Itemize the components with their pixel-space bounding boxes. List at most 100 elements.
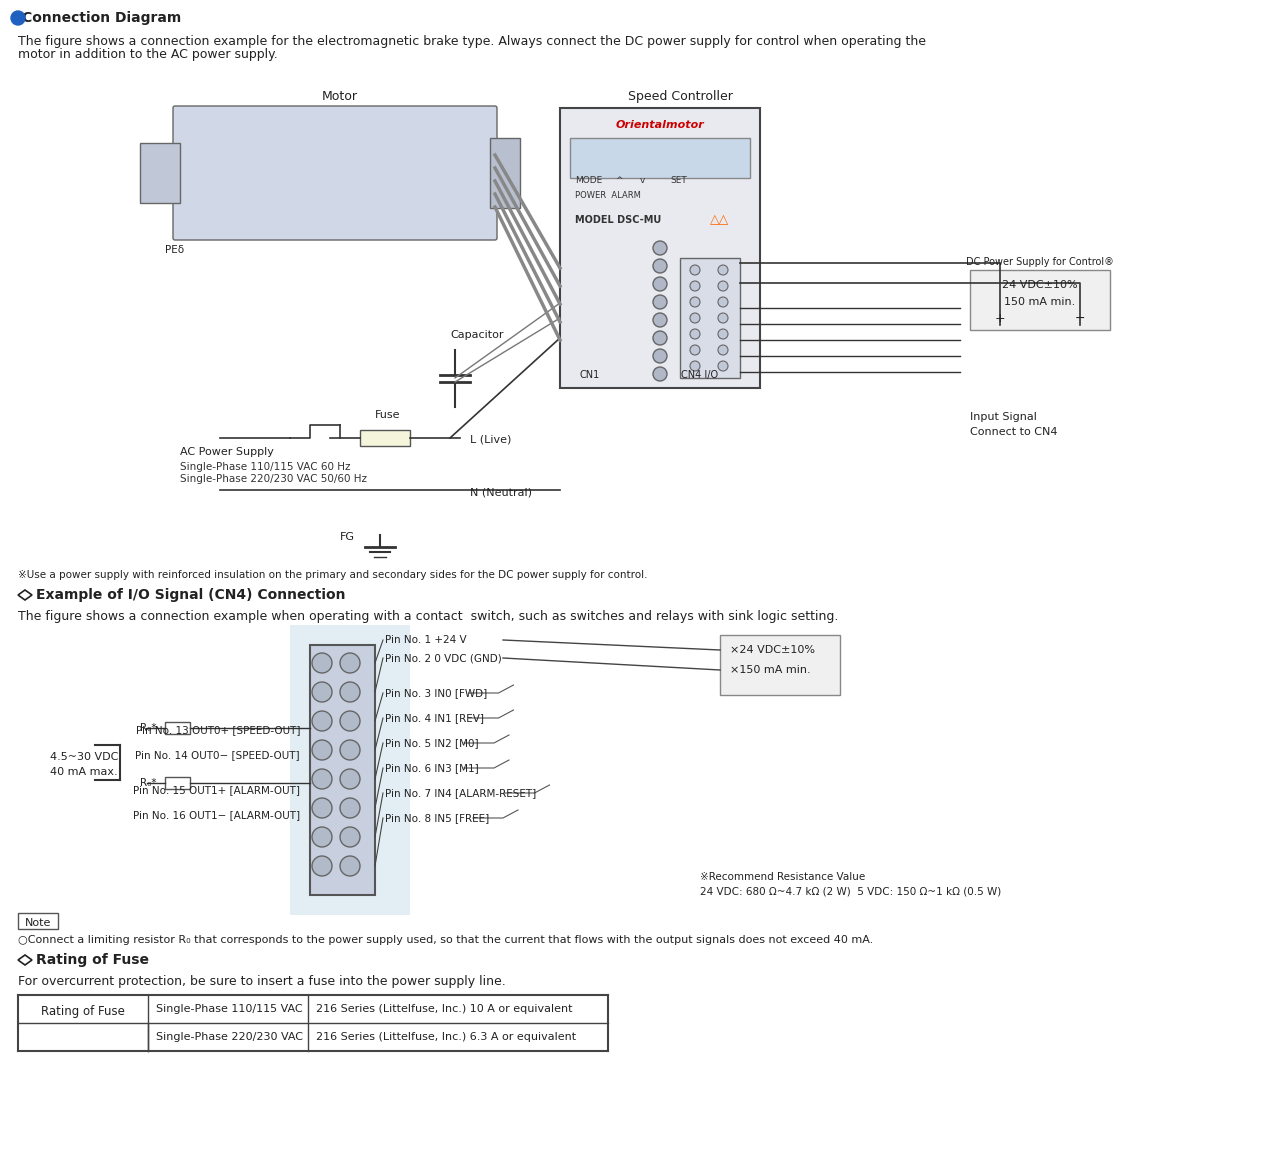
Text: 4.5~30 VDC: 4.5~30 VDC (50, 752, 118, 762)
Bar (140, 143, 180, 204)
Circle shape (340, 798, 360, 818)
Circle shape (340, 682, 360, 702)
Text: 24 VDC±10%: 24 VDC±10% (1002, 280, 1078, 290)
Text: PEδ: PEδ (165, 245, 184, 255)
Text: Orientalmotor: Orientalmotor (616, 120, 704, 130)
Text: Pin No. 13 OUT0+ [SPEED-OUT]: Pin No. 13 OUT0+ [SPEED-OUT] (136, 725, 300, 735)
Text: Pin No. 7 IN4 [ALARM-RESET]: Pin No. 7 IN4 [ALARM-RESET] (385, 789, 536, 798)
Text: motor in addition to the AC power supply.: motor in addition to the AC power supply… (18, 48, 278, 60)
Text: ○Connect a limiting resistor R₀ that corresponds to the power supply used, so th: ○Connect a limiting resistor R₀ that cor… (18, 935, 873, 946)
Circle shape (718, 297, 728, 307)
Text: Pin No. 3 IN0 [FWD]: Pin No. 3 IN0 [FWD] (385, 688, 488, 698)
Circle shape (718, 265, 728, 274)
Circle shape (653, 349, 667, 363)
Text: Pin No. 15 OUT1+ [ALARM-OUT]: Pin No. 15 OUT1+ [ALARM-OUT] (133, 785, 300, 795)
Bar (360, 430, 410, 445)
Text: Note: Note (24, 918, 51, 928)
Text: 24 VDC: 680 Ω~4.7 kΩ (2 W)  5 VDC: 150 Ω~1 kΩ (0.5 W): 24 VDC: 680 Ω~4.7 kΩ (2 W) 5 VDC: 150 Ω~… (700, 887, 1001, 897)
Text: Rating of Fuse: Rating of Fuse (41, 1005, 125, 1018)
Text: 150 mA min.: 150 mA min. (1005, 297, 1075, 307)
Bar (570, 138, 750, 178)
Text: Rating of Fuse: Rating of Fuse (36, 952, 148, 966)
Text: Single-Phase 220/230 VAC: Single-Phase 220/230 VAC (156, 1032, 303, 1042)
Circle shape (653, 259, 667, 273)
Text: The figure shows a connection example when operating with a contact  switch, suc: The figure shows a connection example wh… (18, 611, 838, 623)
Circle shape (312, 740, 332, 759)
Text: Capacitor: Capacitor (451, 330, 503, 340)
Text: N (Neutral): N (Neutral) (470, 487, 532, 497)
Text: R₀*: R₀* (140, 778, 156, 789)
Text: +: + (995, 312, 1005, 324)
Text: The figure shows a connection example for the electromagnetic brake type. Always: The figure shows a connection example fo… (18, 35, 925, 48)
Text: MODE: MODE (575, 176, 603, 185)
Bar (165, 777, 189, 789)
Text: Pin No. 14 OUT0− [SPEED-OUT]: Pin No. 14 OUT0− [SPEED-OUT] (136, 750, 300, 759)
Text: Input Signal: Input Signal (970, 412, 1037, 422)
Text: Connection Diagram: Connection Diagram (22, 10, 182, 24)
Circle shape (653, 368, 667, 381)
Text: ×150 mA min.: ×150 mA min. (730, 665, 810, 675)
Text: Pin No. 6 IN3 [M1]: Pin No. 6 IN3 [M1] (385, 763, 479, 773)
Text: MODEL DSC-MU: MODEL DSC-MU (575, 215, 662, 224)
Circle shape (340, 740, 360, 759)
Circle shape (718, 361, 728, 371)
Text: Single-Phase 110/115 VAC 60 Hz: Single-Phase 110/115 VAC 60 Hz (180, 462, 351, 472)
Text: ※Use a power supply with reinforced insulation on the primary and secondary side: ※Use a power supply with reinforced insu… (18, 570, 648, 580)
Text: DC Power Supply for Control®: DC Power Supply for Control® (966, 257, 1114, 267)
Circle shape (312, 652, 332, 673)
Circle shape (312, 769, 332, 789)
Text: Pin No. 4 IN1 [REV]: Pin No. 4 IN1 [REV] (385, 713, 484, 723)
Text: Motor: Motor (323, 90, 358, 104)
Text: R₀*: R₀* (140, 723, 156, 733)
Circle shape (340, 856, 360, 876)
Bar (165, 722, 189, 734)
Bar (291, 625, 410, 915)
Circle shape (653, 313, 667, 327)
Circle shape (718, 329, 728, 338)
Circle shape (340, 769, 360, 789)
Circle shape (690, 265, 700, 274)
Text: v: v (640, 176, 645, 185)
Text: Single-Phase 110/115 VAC: Single-Phase 110/115 VAC (156, 1004, 302, 1014)
Text: Fuse: Fuse (375, 411, 401, 420)
Text: For overcurrent protection, be sure to insert a fuse into the power supply line.: For overcurrent protection, be sure to i… (18, 975, 506, 989)
Circle shape (312, 856, 332, 876)
Circle shape (690, 281, 700, 291)
Text: ×24 VDC±10%: ×24 VDC±10% (730, 645, 815, 655)
Circle shape (653, 241, 667, 255)
Bar (490, 138, 520, 208)
Circle shape (340, 827, 360, 847)
Text: Example of I/O Signal (CN4) Connection: Example of I/O Signal (CN4) Connection (36, 588, 346, 602)
Text: CN4 I/O: CN4 I/O (681, 370, 718, 380)
Text: △△: △△ (710, 213, 730, 226)
Text: 216 Series (Littelfuse, Inc.) 6.3 A or equivalent: 216 Series (Littelfuse, Inc.) 6.3 A or e… (316, 1032, 576, 1042)
Text: Pin No. 5 IN2 [M0]: Pin No. 5 IN2 [M0] (385, 739, 479, 748)
Circle shape (690, 345, 700, 355)
Bar (310, 645, 375, 896)
Text: POWER  ALARM: POWER ALARM (575, 191, 641, 200)
Circle shape (653, 277, 667, 291)
Text: Pin No. 1 +24 V: Pin No. 1 +24 V (385, 635, 467, 645)
Circle shape (653, 331, 667, 345)
Circle shape (690, 329, 700, 338)
Bar (561, 108, 760, 388)
Bar (680, 258, 740, 378)
Bar (970, 270, 1110, 330)
Bar (719, 635, 840, 695)
FancyBboxPatch shape (173, 106, 497, 240)
Circle shape (312, 711, 332, 732)
Bar (18, 913, 58, 929)
Text: L (Live): L (Live) (470, 434, 512, 444)
Circle shape (690, 297, 700, 307)
Circle shape (690, 313, 700, 323)
Circle shape (312, 798, 332, 818)
Text: Connect to CN4: Connect to CN4 (970, 427, 1057, 437)
Text: ※Recommend Resistance Value: ※Recommend Resistance Value (700, 872, 865, 882)
Circle shape (718, 313, 728, 323)
Text: Pin No. 16 OUT1− [ALARM-OUT]: Pin No. 16 OUT1− [ALARM-OUT] (133, 809, 300, 820)
Text: 216 Series (Littelfuse, Inc.) 10 A or equivalent: 216 Series (Littelfuse, Inc.) 10 A or eq… (316, 1004, 572, 1014)
Circle shape (653, 295, 667, 309)
Circle shape (312, 827, 332, 847)
Circle shape (312, 682, 332, 702)
Circle shape (340, 711, 360, 732)
